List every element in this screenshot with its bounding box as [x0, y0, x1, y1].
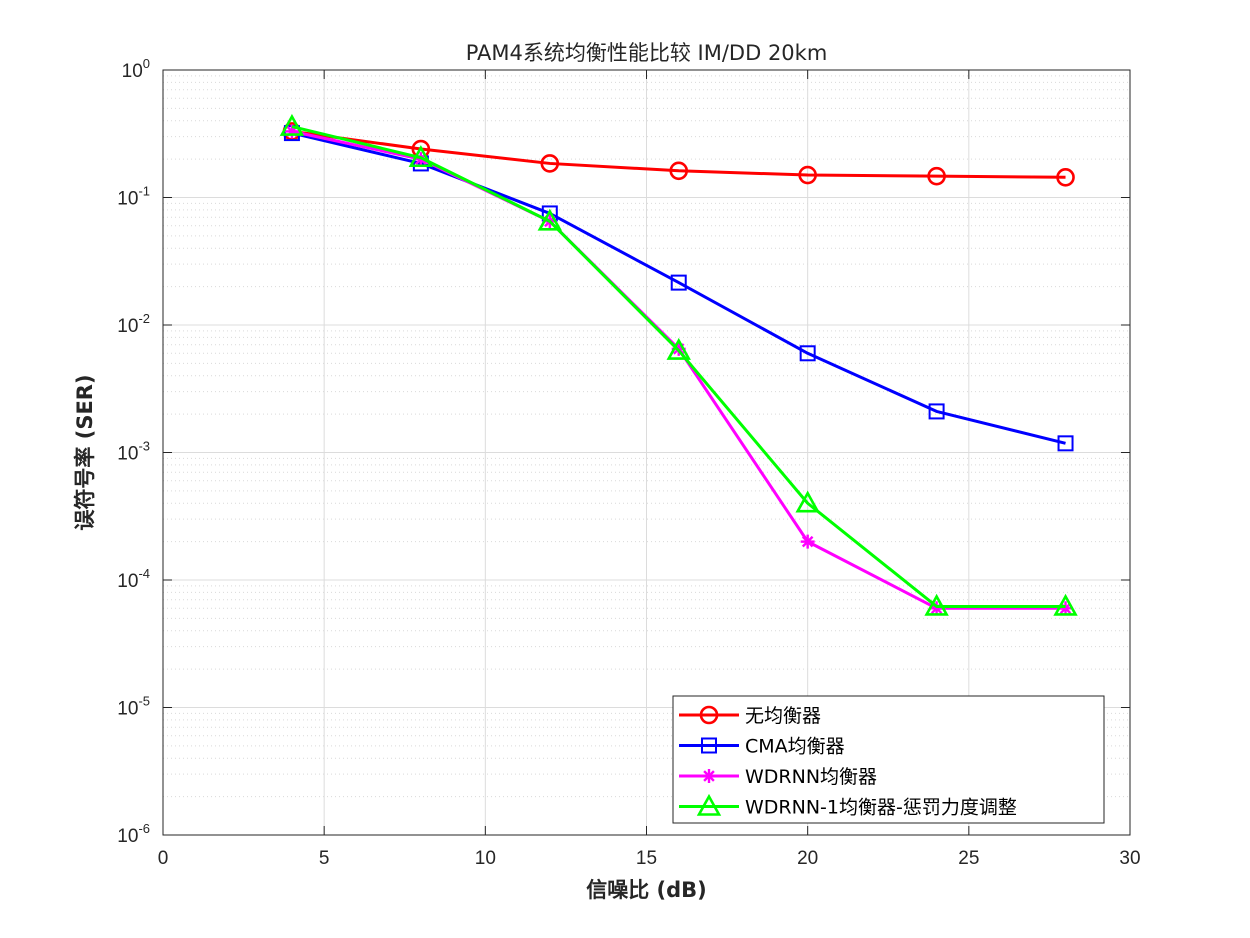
data-point [928, 403, 945, 420]
y-tick-label: 100 [122, 56, 150, 82]
legend-label: CMA均衡器 [745, 736, 845, 758]
x-tick-label: 30 [1119, 848, 1140, 869]
x-tick-label: 5 [319, 848, 330, 869]
data-point [670, 274, 687, 291]
data-point [696, 793, 722, 816]
data-point [702, 769, 716, 783]
legend-box [672, 695, 1105, 824]
y-tick-label: 10-3 [117, 439, 150, 465]
data-point [408, 145, 434, 168]
data-point [795, 490, 820, 513]
data-point [1057, 435, 1074, 452]
x-tick-label: 25 [958, 848, 979, 869]
asterisk-stroke [801, 535, 814, 548]
data-point [1053, 593, 1078, 616]
series-4 [279, 113, 1078, 616]
data-point [924, 593, 949, 616]
data-point [699, 705, 719, 725]
legend-entry: 无均衡器 [679, 705, 821, 727]
series-line [291, 125, 1066, 608]
asterisk-stroke [703, 770, 715, 782]
data-point [701, 737, 717, 754]
data-point [800, 534, 815, 549]
data-point [927, 166, 946, 186]
chart-title: PAM4系统均衡性能比较 IM/DD 20km [466, 41, 828, 65]
y-axis-title: 误符号率 (SER) [73, 374, 97, 530]
data-point [540, 154, 560, 173]
series-lines [279, 113, 1078, 616]
x-tick-label: 20 [797, 848, 818, 869]
x-tick-label: 15 [636, 848, 657, 869]
y-tick-label: 10-4 [117, 566, 150, 592]
y-tick-label: 10-1 [117, 184, 150, 210]
data-point [1056, 168, 1075, 187]
legend-entry: CMA均衡器 [679, 736, 845, 758]
data-point [279, 113, 305, 136]
x-tick-label: 10 [475, 848, 496, 869]
legend-label: WDRNN均衡器 [745, 766, 877, 788]
y-tick-label: 10-2 [117, 311, 150, 337]
data-point [798, 165, 817, 185]
legend: 无均衡器 CMA均衡器 WDRNN均衡器 WDRNN-1均衡器-惩罚力度调整 [672, 695, 1105, 824]
x-tick-label: 0 [158, 848, 169, 869]
legend-label: WDRNN-1均衡器-惩罚力度调整 [745, 797, 1017, 819]
x-axis-title: 信噪比 (dB) [586, 878, 707, 902]
y-tick-label: 10-5 [117, 694, 150, 720]
legend-entry: WDRNN均衡器 [679, 766, 877, 788]
axis-ticks: 0 5 10 15 20 25 30 100 10-1 10-2 10-3 10-4 10-5 10-6 [117, 56, 1140, 869]
data-point [799, 345, 816, 362]
y-tick-label: 10-6 [117, 821, 150, 847]
data-point [537, 208, 563, 231]
data-point [669, 161, 689, 181]
data-point [666, 337, 691, 360]
legend-label: 无均衡器 [745, 705, 821, 727]
legend-entry: WDRNN-1均衡器-惩罚力度调整 [679, 793, 1017, 819]
